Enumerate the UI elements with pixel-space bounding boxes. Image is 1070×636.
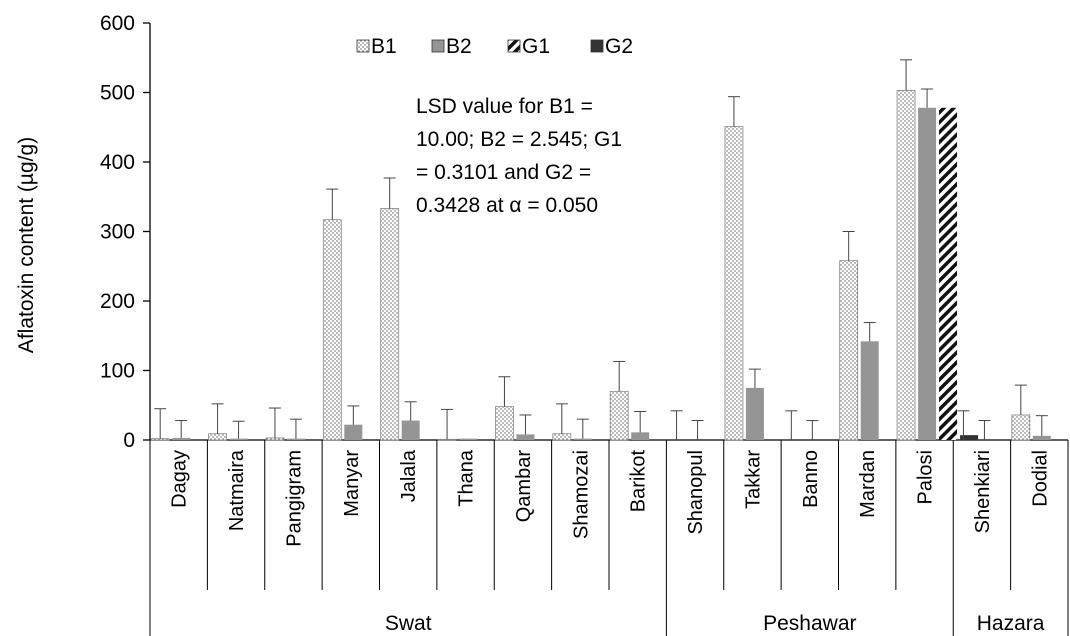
x-axis: Dagay Natmaira Pangigram Manyar Jalala Thana Q… (149, 439, 1069, 636)
bar-B2-Jalala (401, 420, 420, 440)
legend-label-G2: G2 (605, 35, 633, 58)
category-label: Mardan (857, 450, 879, 518)
category-label: Jalala (398, 449, 420, 502)
error-bars (154, 59, 1048, 440)
category-label: Pangigram (283, 450, 305, 547)
category-label: Qambar (513, 450, 535, 523)
y-axis-title: Aflatoxin content (µg/g) (15, 137, 38, 353)
category-label: Natmaira (226, 449, 248, 531)
bar-B2-Qambar (516, 434, 535, 440)
bar-B1-Dagay (150, 438, 170, 441)
bar-B2-Shamozai (573, 438, 592, 440)
category-label: Dodial (1029, 450, 1051, 507)
category-label: Banno (800, 450, 822, 508)
legend-swatch-B2 (431, 39, 445, 53)
lsd-annotation-line-4: 0.3428 at α = 0.050 (416, 194, 598, 217)
bar-B1-Jalala (380, 208, 400, 441)
bar-B1-Takkar (724, 126, 744, 441)
lsd-annotation: LSD value for B1 = 10.00; B2 = 2.545; G1… (416, 95, 628, 217)
bar-B1-Shamozai (552, 433, 572, 441)
bar-B1-Barikot (609, 390, 629, 441)
lsd-annotation-line-2: 10.00; B2 = 2.545; G1 (416, 128, 622, 151)
y-axis: 0 100 200 300 400 500 600 (100, 12, 151, 452)
category-label: Shenkiari (972, 450, 994, 533)
bar-B2-Dagay (172, 437, 191, 440)
category-label: Shamozai (570, 450, 592, 539)
bar-B1-Manyar (322, 219, 342, 441)
bar-series (150, 90, 1051, 441)
bar-B2-Thana (459, 438, 478, 440)
legend-label-G1: G1 (522, 35, 550, 58)
category-label: Barikot (628, 450, 650, 513)
legend-label-B1: B1 (371, 35, 397, 58)
group-label: Peshawar (763, 612, 856, 635)
legend-swatch-G1 (507, 39, 521, 53)
legend-label-B2: B2 (446, 35, 472, 58)
group-label: Hazara (977, 612, 1045, 635)
bar-B1-Dodial (1011, 414, 1031, 441)
bar-B1-Mardan (839, 260, 859, 441)
bar-G1-Palosi (939, 107, 958, 440)
legend: B1 B2 G1 G2 (356, 35, 633, 58)
lsd-annotation-line-1: LSD value for B1 = (416, 95, 593, 118)
bar-B2-Takkar (745, 387, 764, 440)
y-tick-label: 0 (123, 429, 135, 452)
category-label: Thana (456, 449, 478, 507)
y-tick-label: 500 (100, 82, 135, 105)
bar-B2-Pangigram (286, 438, 305, 440)
legend-swatch-G2 (590, 39, 604, 53)
legend-swatch-B1 (356, 39, 370, 53)
bar-B2-Palosi (918, 107, 937, 440)
lsd-annotation-line-3: = 0.3101 and G2 = (416, 161, 591, 184)
bar-B2-Manyar (344, 424, 363, 440)
bar-B1-Pangigram (265, 437, 285, 441)
bar-B1-Thana (437, 438, 457, 441)
y-tick-label: 600 (100, 12, 135, 35)
bar-B1-Qambar (495, 406, 514, 441)
bar-B2-Natmaira (229, 438, 248, 440)
category-label: Manyar (341, 450, 363, 517)
bar-B1-Natmaira (208, 433, 227, 441)
y-tick-label: 400 (100, 151, 135, 174)
bar-B2-Mardan (860, 341, 879, 440)
category-label: Palosi (915, 450, 937, 504)
bar-B2-Dodial (1032, 435, 1051, 440)
bar-B1-Palosi (896, 90, 916, 441)
group-label: Swat (385, 612, 432, 635)
category-label: Takkar (742, 450, 764, 509)
y-tick-label: 200 (100, 290, 135, 313)
bar-G2-Palosi (960, 435, 979, 440)
y-tick-label: 300 (100, 221, 135, 244)
y-tick-label: 100 (100, 360, 135, 383)
bar-B2-Barikot (631, 432, 650, 440)
category-label: Shanopul (685, 450, 707, 535)
category-label: Dagay (169, 450, 191, 508)
